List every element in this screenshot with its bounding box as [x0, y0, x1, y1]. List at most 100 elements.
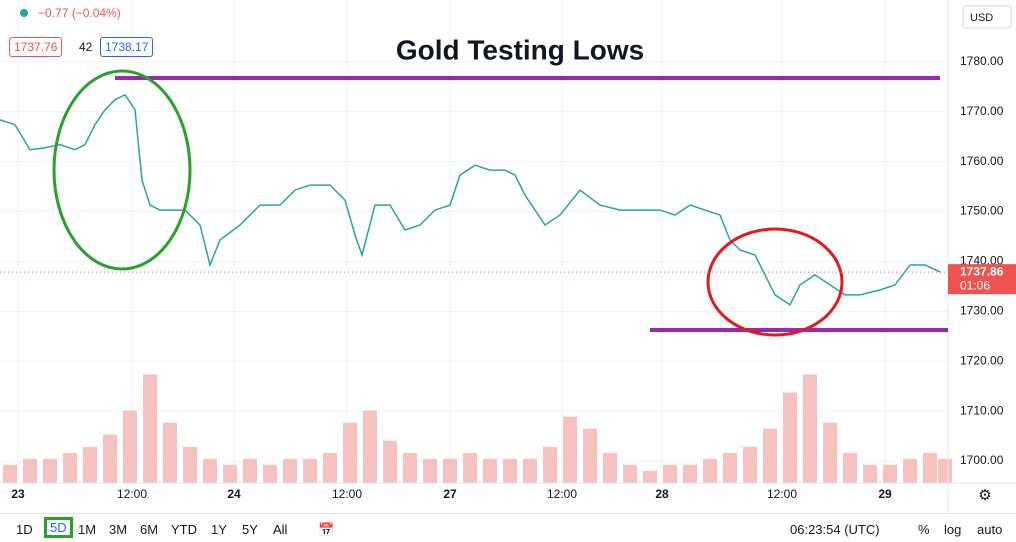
- y-tick-label: 1780.00: [960, 54, 1004, 68]
- y-tick-label: 1720.00: [960, 353, 1004, 367]
- y-tick-label: 1760.00: [960, 154, 1004, 168]
- volume-bar: [483, 458, 497, 483]
- currency-button[interactable]: [962, 5, 1012, 29]
- x-tick-label: 12:00: [332, 487, 362, 501]
- volume-bar: [763, 428, 777, 483]
- volume-bar: [43, 458, 57, 483]
- volume-bar: [883, 464, 897, 483]
- volume-bar: [603, 452, 617, 483]
- volume-bar: [903, 458, 917, 483]
- range-button[interactable]: YTD: [171, 522, 197, 537]
- change: −0.77 (−0.04%): [38, 6, 121, 20]
- toolbar: % log auto 06:23:54 (UTC) 📅 1D 5D 1M 3M 6M YT…: [0, 513, 1016, 542]
- volume-bar: [863, 464, 877, 483]
- range-button[interactable]: 1Y: [211, 522, 227, 537]
- volume-bar: [583, 428, 597, 483]
- settings-icon[interactable]: ⚙: [978, 487, 991, 504]
- volume-bar: [143, 374, 157, 483]
- volume-bar: [703, 458, 717, 483]
- compare-icon[interactable]: 📅: [318, 522, 335, 537]
- volume-bar: [923, 452, 937, 483]
- volume-layer: [3, 374, 952, 483]
- currency[interactable]: USD: [970, 12, 993, 24]
- bid[interactable]: 1737.76: [9, 37, 63, 57]
- highlight-ellipse: [706, 227, 844, 337]
- spread: 42: [79, 40, 93, 54]
- volume-bar: [343, 422, 357, 483]
- volume-bar: [123, 410, 137, 483]
- ask[interactable]: 1738.17: [100, 37, 154, 57]
- grid: [0, 0, 948, 483]
- price-line: [0, 93, 941, 306]
- volume-bar: [843, 452, 857, 483]
- y-tick-label: 1740.00: [960, 254, 1004, 268]
- volume-bar: [543, 446, 557, 483]
- volume-bar: [223, 464, 237, 483]
- volume-bar: [523, 458, 537, 483]
- volume-bar: [23, 458, 37, 483]
- volume-bar: [203, 458, 217, 483]
- volume-bar: [423, 458, 437, 483]
- volume-bar: [803, 374, 817, 483]
- range-button[interactable]: 6M: [140, 522, 159, 537]
- x-tick-label: 29: [878, 487, 892, 501]
- volume-bar: [643, 470, 657, 483]
- volume-bar: [3, 464, 17, 483]
- range-button[interactable]: All: [273, 522, 288, 537]
- volume-bar: [83, 446, 97, 483]
- volume-bar: [323, 452, 337, 483]
- y-tick-label: 1730.00: [960, 304, 1004, 318]
- volume-bar: [743, 446, 757, 483]
- volume-bar: [103, 434, 117, 483]
- volume-bar: [363, 410, 377, 483]
- volume-bar: [263, 464, 277, 483]
- range-button[interactable]: 1D: [16, 522, 33, 537]
- price-layer: [0, 93, 941, 306]
- y-tick-label: 1710.00: [960, 403, 1004, 417]
- auto-button[interactable]: auto: [977, 522, 1003, 537]
- percent-button[interactable]: %: [918, 522, 930, 537]
- x-tick-label: 23: [11, 487, 25, 501]
- countdown: 01:06: [960, 278, 990, 292]
- volume-bar: [443, 458, 457, 483]
- y-tick-label: 1770.00: [960, 104, 1004, 118]
- volume-bar: [783, 392, 797, 483]
- volume-bar: [723, 452, 737, 483]
- range-button[interactable]: 5Y: [242, 522, 258, 537]
- volume-bar: [503, 458, 517, 483]
- volume-bar: [63, 452, 77, 483]
- volume-bar: [563, 416, 577, 483]
- range-button[interactable]: 3M: [109, 522, 128, 537]
- volume-bar: [183, 446, 197, 483]
- last-price-box: [948, 264, 1016, 295]
- highlight-ellipse: [52, 69, 192, 271]
- volume-bar: [283, 458, 297, 483]
- range-button[interactable]: 5D: [44, 517, 73, 538]
- volume-bar: [938, 458, 952, 483]
- x-tick-label: 24: [227, 487, 241, 501]
- x-tick-label: 27: [443, 487, 457, 501]
- volume-bar: [823, 422, 837, 483]
- y-tick-label: 1700.00: [960, 453, 1004, 467]
- volume-bar: [243, 458, 257, 483]
- volume-bar: [403, 452, 417, 483]
- volume-bar: [623, 464, 637, 483]
- status-dot: [20, 9, 28, 17]
- volume-bar: [683, 464, 697, 483]
- chart-title: Gold Testing Lows: [396, 34, 644, 65]
- chart: Gold Testing Lows USD ⚙ 1700.00 1710.00 17…: [0, 0, 1016, 513]
- volume-bar: [383, 440, 397, 483]
- last-price: 1737.86: [960, 264, 1004, 278]
- clock: 06:23:54 (UTC): [790, 522, 880, 537]
- volume-bar: [163, 422, 177, 483]
- y-tick-label: 1750.00: [960, 204, 1004, 218]
- volume-bar: [663, 464, 677, 483]
- volume-bar: [463, 452, 477, 483]
- range-button[interactable]: 1M: [78, 522, 97, 537]
- log-button[interactable]: log: [944, 522, 962, 537]
- x-tick-label: 12:00: [547, 487, 577, 501]
- x-tick-label: 28: [655, 487, 669, 501]
- x-tick-label: 12:00: [117, 487, 147, 501]
- x-tick-label: 12:00: [767, 487, 797, 501]
